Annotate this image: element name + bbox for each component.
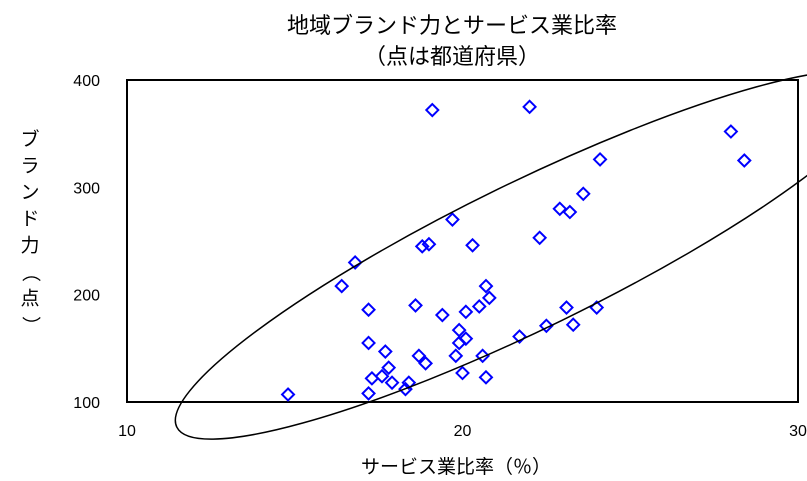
data-point-4	[361, 302, 376, 318]
x-axis-label: サービス業比率（％）	[361, 456, 551, 478]
data-point-16	[418, 355, 434, 371]
data-point-23	[451, 322, 467, 338]
y-axis-label-char: 力	[20, 235, 39, 257]
data-point-19	[434, 307, 450, 323]
data-point-21	[448, 348, 464, 364]
x-axis-ticks: 10 20 30	[118, 423, 807, 440]
data-point-28	[471, 299, 487, 314]
chart-annotations	[174, 70, 807, 440]
data-point-20	[445, 212, 460, 227]
data-point-3	[361, 385, 376, 401]
data-point-6	[364, 370, 380, 386]
x-tick-label: 10	[118, 423, 136, 440]
y-axis-label-char: ン	[20, 182, 39, 204]
data-point-14	[411, 348, 427, 364]
data-point-8	[377, 344, 393, 359]
data-point-5	[361, 335, 376, 351]
data-point-35	[532, 230, 548, 246]
data-point-34	[522, 99, 538, 115]
plot-area-frame	[126, 79, 799, 403]
y-axis-label-char: ラ	[20, 155, 39, 177]
y-axis-label-char: （	[20, 263, 42, 282]
data-point-39	[562, 204, 578, 220]
data-point-44	[723, 124, 739, 139]
chart-title: 地域ブランド力とサービス業比率	[287, 14, 617, 39]
grouping-ellipse	[174, 70, 807, 440]
data-point-2	[347, 255, 363, 270]
data-point-17	[421, 236, 437, 252]
y-axis-label-char: ド	[20, 208, 39, 230]
data-points	[280, 99, 752, 402]
y-axis-ticks: 100 200 300 400	[73, 73, 100, 412]
x-tick-label: 20	[454, 423, 472, 440]
data-point-33	[512, 329, 527, 344]
data-point-1	[334, 278, 350, 294]
y-axis-label-char: 点	[20, 288, 39, 310]
y-axis-label-char: ブ	[20, 128, 39, 151]
data-point-7	[374, 368, 390, 384]
data-point-36	[538, 318, 554, 334]
y-axis-label: ブランド力 （ 点 ）	[20, 128, 42, 336]
data-point-13	[408, 297, 423, 313]
data-point-9	[381, 360, 397, 376]
y-tick-label: 400	[73, 73, 100, 90]
data-point-43	[592, 152, 608, 167]
data-point-29	[475, 348, 491, 364]
data-point-31	[478, 278, 494, 294]
data-point-30	[478, 369, 494, 385]
y-tick-label: 200	[73, 288, 100, 305]
y-tick-label: 100	[73, 395, 100, 412]
x-tick-label: 30	[789, 423, 807, 440]
y-axis-label-char: ）	[20, 316, 42, 335]
data-point-37	[552, 201, 568, 217]
data-point-12	[401, 375, 417, 391]
y-tick-label: 300	[73, 180, 100, 197]
data-point-41	[575, 186, 591, 202]
data-point-32	[481, 290, 497, 306]
chart-subtitle: （点は都道府県）	[364, 45, 540, 70]
data-point-38	[559, 300, 574, 315]
data-point-45	[736, 153, 752, 168]
data-point-26	[458, 304, 474, 320]
data-point-10	[384, 375, 400, 391]
data-point-40	[565, 317, 581, 333]
data-point-15	[414, 238, 430, 254]
data-point-27	[465, 237, 480, 253]
data-point-25	[458, 331, 474, 347]
data-point-24	[455, 365, 470, 381]
data-point-0	[280, 387, 296, 402]
data-point-18	[424, 102, 440, 118]
